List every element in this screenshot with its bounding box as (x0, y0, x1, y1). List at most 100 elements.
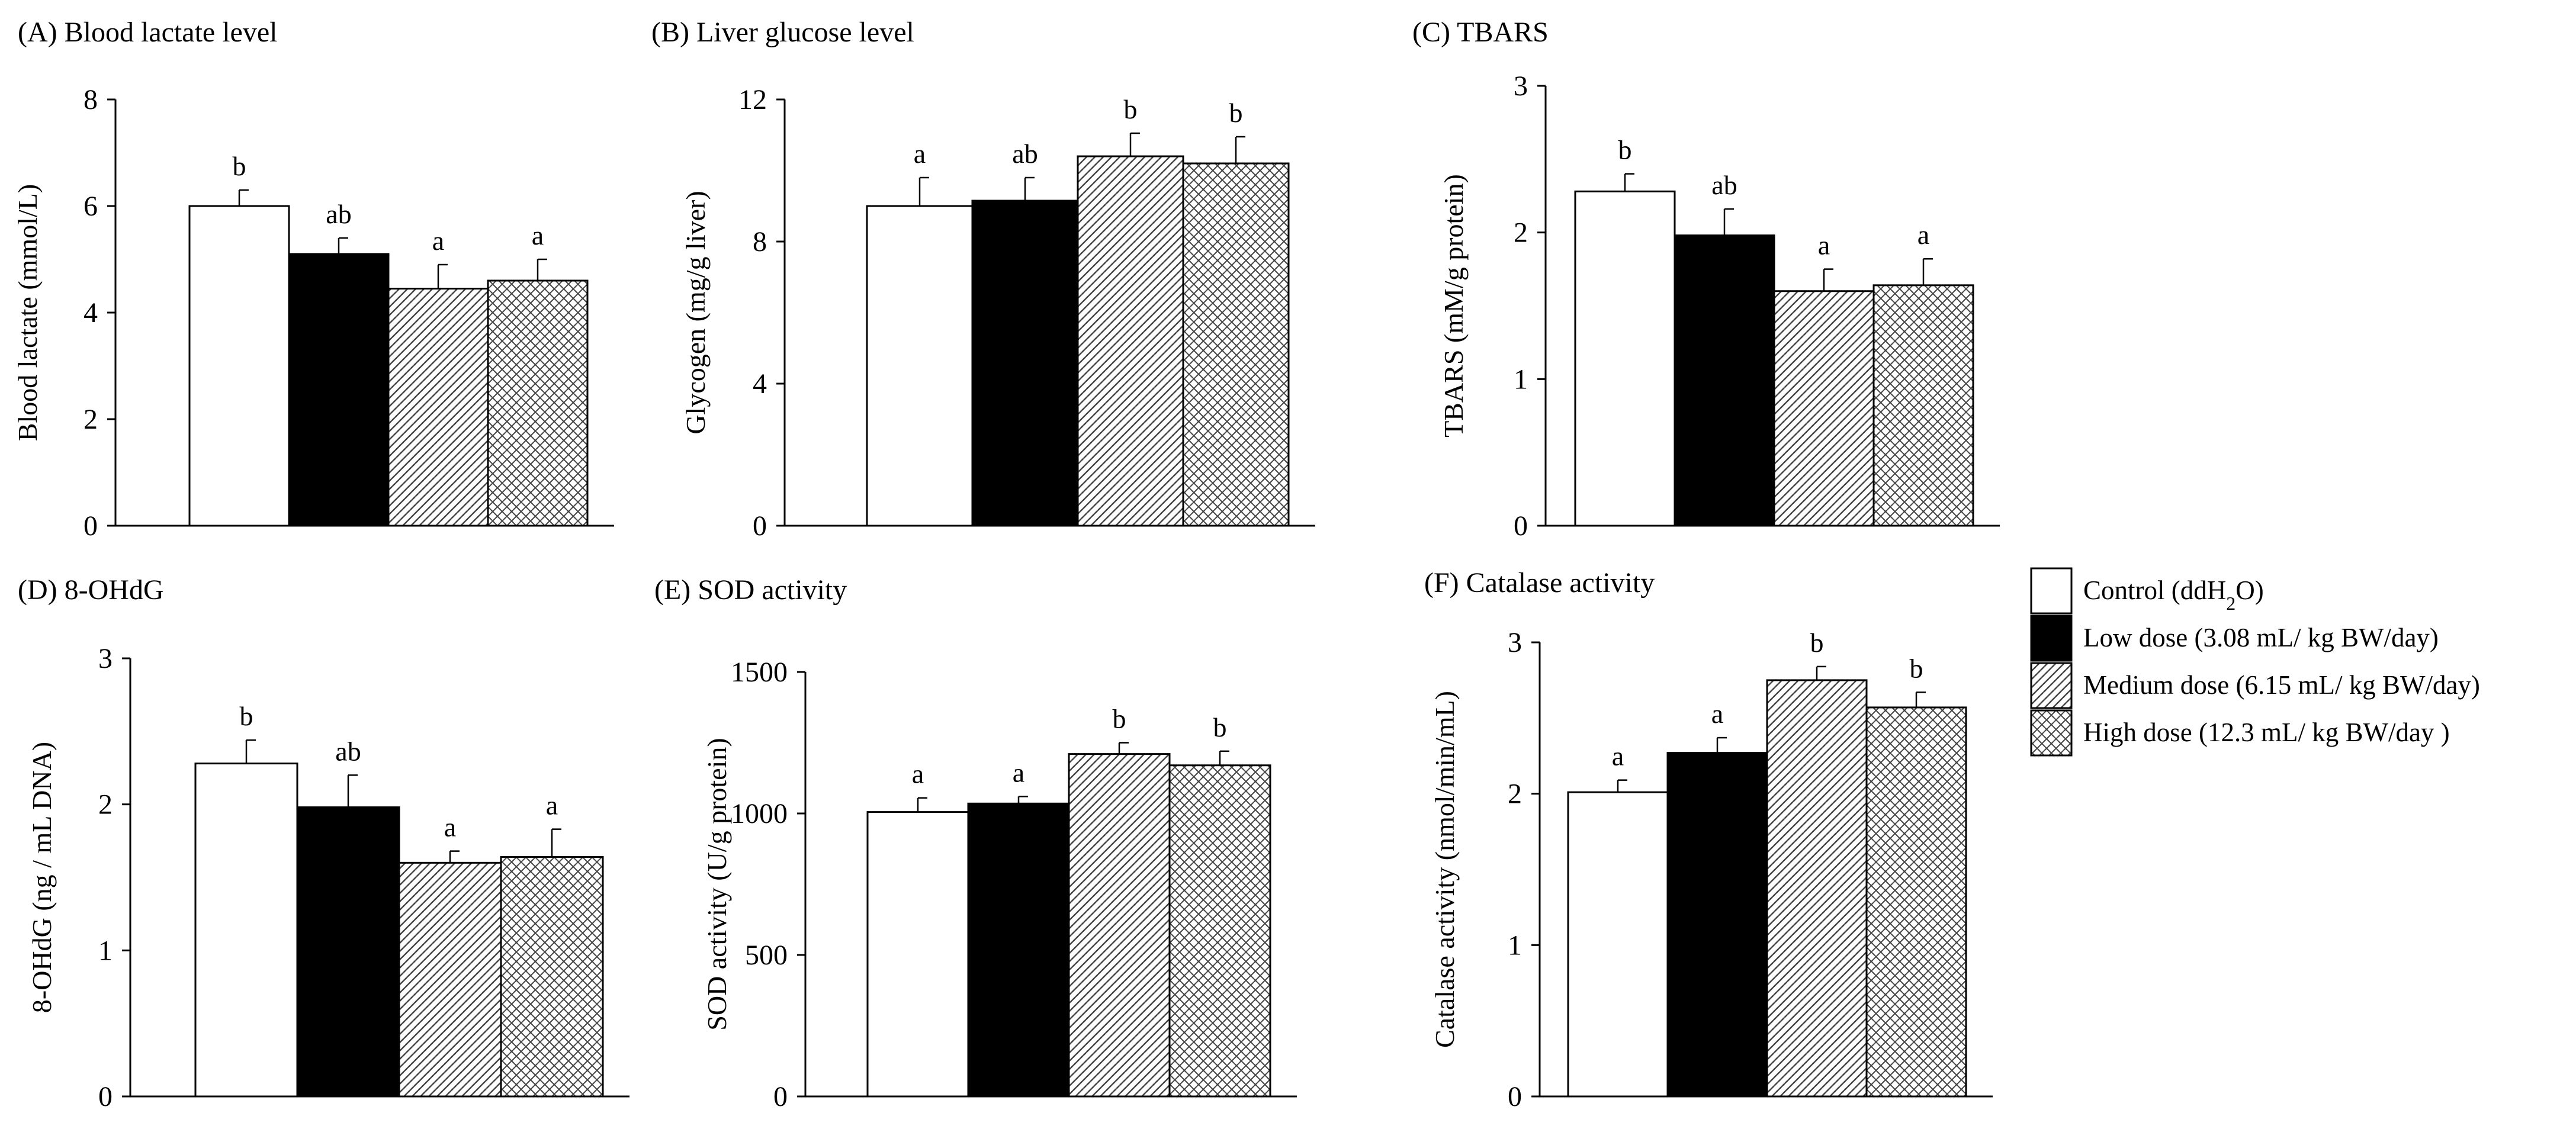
y-axis-label: 8-OHdG (ng / mL DNA) (27, 742, 57, 1013)
significance-label: a (1818, 230, 1830, 260)
significance-label: ab (1012, 139, 1038, 169)
bar-liver-glucose-3 (1077, 155, 1184, 527)
panel-liver-glucose: (B) Liver glucose level Glycogen (mg/g li… (651, 17, 1315, 542)
y-axis-label: SOD activity (U/g protein) (702, 738, 732, 1030)
y-tick-label: 2 (1514, 217, 1528, 249)
significance-label: b (1229, 98, 1243, 128)
significance-label: b (1618, 135, 1632, 165)
panel-8-ohdg: (D) 8-OHdG 8-OHdG (ng / mL DNA) 0 1 2 3 b ab a a (18, 574, 629, 1112)
bar-sod-activity-1 (866, 811, 969, 1098)
y-tick-label: 3 (98, 643, 113, 674)
bar-liver-glucose-4 (1182, 162, 1290, 527)
y-tick-label: 2 (98, 789, 113, 821)
panel-title: (A) Blood lactate level (18, 17, 278, 48)
significance-label: ab (1711, 170, 1737, 200)
y-tick-label: 0 (753, 510, 767, 542)
y-tick-label: 1000 (731, 798, 788, 829)
y-tick-label: 8 (753, 226, 767, 258)
y-tick-label: 4 (753, 368, 767, 400)
y-tick-label: 3 (1514, 70, 1528, 102)
bar-blood-lactate-4 (487, 279, 589, 527)
bar-catalase-activity-4 (1865, 706, 1967, 1098)
panel-title: (F) Catalase activity (1424, 567, 1655, 599)
significance-label: ab (335, 736, 361, 766)
y-tick-label: 0 (98, 1081, 113, 1112)
y-tick-label: 1 (98, 935, 113, 966)
y-tick-label: 1500 (731, 657, 788, 688)
bar-blood-lactate-1 (188, 205, 290, 527)
significance-label: a (912, 759, 924, 789)
y-tick-label: 1 (1508, 929, 1522, 961)
y-tick-label: 2 (83, 404, 98, 435)
legend-swatch (2030, 662, 2073, 709)
panel-sod-activity: (E) SOD activity SOD activity (U/g protei… (654, 574, 1297, 1112)
legend-item: Medium dose (6.15 mL/ kg BW/day) (2030, 662, 2480, 709)
legend-item: Control (ddH2O) (2030, 567, 2264, 615)
significance-label: b (1810, 628, 1824, 658)
significance-label: b (240, 701, 253, 731)
y-tick-label: 3 (1508, 627, 1522, 658)
y-tick-label: 0 (1514, 510, 1528, 542)
significance-label: a (914, 139, 926, 169)
y-axis-label: Blood lactate (mmol/L) (12, 184, 43, 441)
y-tick-label: 12 (738, 84, 767, 115)
panel-title: (C) TBARS (1412, 17, 1549, 48)
panel-title: (B) Liver glucose level (651, 17, 914, 48)
panel-blood-lactate: (A) Blood lactate level Blood lactate (mm… (12, 17, 614, 542)
y-tick-label: 2 (1508, 779, 1522, 810)
panel-catalase-activity: (F) Catalase activity Catalase activity (… (1424, 567, 1993, 1112)
bar-8-ohdg-4 (500, 855, 604, 1098)
y-tick-label: 8 (83, 84, 98, 115)
significance-label: b (233, 151, 246, 181)
bar-8-ohdg-3 (398, 861, 502, 1098)
bar-sod-activity-3 (1068, 753, 1171, 1098)
significance-label: b (1213, 712, 1227, 742)
bar-tbars-4 (1872, 284, 1974, 527)
y-tick-label: 0 (1508, 1081, 1522, 1112)
legend-label: Medium dose (6.15 mL/ kg BW/day) (2083, 670, 2480, 700)
bar-blood-lactate-3 (387, 288, 489, 527)
significance-label: a (1917, 220, 1929, 250)
significance-label: b (1124, 94, 1138, 124)
bar-sod-activity-4 (1168, 764, 1271, 1098)
bar-catalase-activity-1 (1567, 791, 1669, 1098)
bar-sod-activity-2 (967, 802, 1070, 1098)
legend-label: Control (ddH2O) (2083, 575, 2264, 614)
bar-liver-glucose-2 (971, 200, 1079, 527)
significance-label: a (1013, 757, 1024, 787)
significance-label: a (532, 220, 544, 250)
significance-label: ab (326, 199, 351, 229)
legend-swatch (2030, 615, 2073, 662)
y-axis-label: TBARS (mM/g protein) (1438, 174, 1469, 438)
panel-title: (D) 8-OHdG (18, 574, 164, 606)
bar-catalase-activity-2 (1666, 752, 1768, 1098)
y-tick-label: 1 (1514, 364, 1528, 395)
y-tick-label: 0 (83, 510, 98, 542)
significance-label: b (1113, 704, 1126, 734)
legend-label: High dose (12.3 mL/ kg BW/day ) (2083, 718, 2450, 747)
significance-label: a (432, 226, 444, 256)
panel-title: (E) SOD activity (654, 574, 847, 606)
significance-label: a (444, 812, 456, 842)
bar-liver-glucose-1 (866, 205, 974, 527)
y-tick-label: 0 (773, 1081, 788, 1112)
y-axis-label: Catalase activity (nmol/min/mL) (1430, 691, 1460, 1048)
bar-8-ohdg-1 (194, 763, 298, 1098)
legend-item: High dose (12.3 mL/ kg BW/day ) (2030, 709, 2450, 757)
bar-catalase-activity-3 (1766, 679, 1868, 1098)
y-tick-label: 6 (83, 191, 98, 222)
significance-label: a (1612, 741, 1624, 771)
significance-label: a (1711, 699, 1723, 729)
panel-tbars: (C) TBARS TBARS (mM/g protein) 0 1 2 3 b ab a a (1412, 17, 2000, 542)
legend-item: Low dose (3.08 mL/ kg BW/day) (2030, 615, 2439, 662)
bar-blood-lactate-2 (288, 253, 390, 527)
significance-label: b (1910, 653, 1923, 683)
bar-tbars-2 (1674, 234, 1775, 527)
legend: Control (ddH2O) Low dose (3.08 mL/ kg BW/… (2030, 567, 2480, 757)
bar-tbars-1 (1574, 190, 1676, 527)
bar-8-ohdg-2 (296, 806, 400, 1098)
significance-label: a (546, 790, 558, 821)
bar-tbars-3 (1773, 290, 1875, 527)
